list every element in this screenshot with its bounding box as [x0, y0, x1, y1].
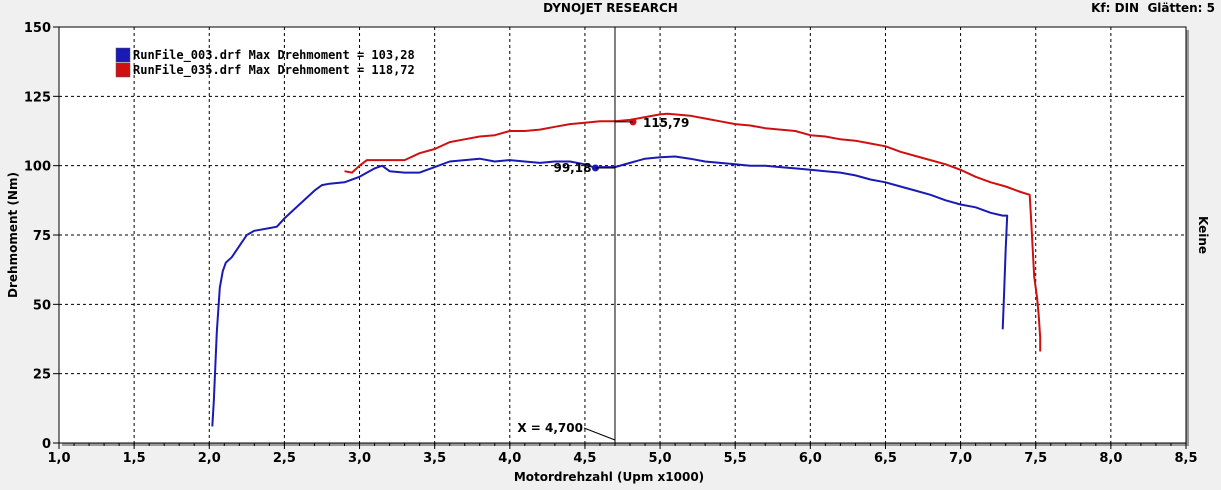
- kf-label: Kf: DIN: [1091, 1, 1140, 15]
- right-axis-label: Keine: [1196, 216, 1210, 254]
- smoothing-label: Glätten: 5: [1147, 1, 1215, 15]
- x-tick-label: 8,5: [1174, 451, 1197, 466]
- legend-swatch-1: [115, 47, 131, 63]
- y-tick-label: 0: [42, 437, 51, 452]
- y-tick-label: 100: [24, 160, 51, 175]
- x-tick-label: 2,0: [198, 451, 221, 466]
- x-tick-label: 4,0: [498, 451, 521, 466]
- x-tick-label: 6,0: [799, 451, 822, 466]
- x-tick-label: 5,5: [724, 451, 747, 466]
- legend-swatch-2: [115, 62, 131, 78]
- x-tick-label: 7,0: [949, 451, 972, 466]
- x-tick-label: 2,5: [273, 451, 296, 466]
- y-axis-title: Drehmoment (Nm): [6, 172, 20, 298]
- x-axis-title: Motordrehzahl (Upm x1000): [514, 470, 704, 484]
- series-line-1: [211, 155, 1009, 427]
- x-tick-label: 8,0: [1099, 451, 1122, 466]
- legend-entry-1: RunFile_003.drf Max Drehmoment = 103,28: [133, 48, 415, 63]
- x-tick-label: 7,5: [1024, 451, 1047, 466]
- marker-value-2: 115,79: [643, 116, 689, 130]
- x-tick-label: 1,0: [47, 451, 70, 466]
- series-line-2: [344, 112, 1042, 352]
- y-tick-label: 125: [24, 90, 51, 105]
- cursor-label-leader: [583, 427, 616, 441]
- x-tick-label: 6,5: [874, 451, 897, 466]
- y-tick-label: 75: [33, 229, 51, 244]
- x-tick-label: 3,0: [348, 451, 371, 466]
- y-tick-label: 150: [24, 21, 51, 36]
- marker-value-1: 99,18: [553, 161, 591, 175]
- legend-entry-2: RunFile_035.drf Max Drehmoment = 118,72: [133, 63, 415, 78]
- cursor-label: X = 4,700: [517, 421, 583, 435]
- y-tick-label: 25: [33, 368, 51, 383]
- chart-title: DYNOJET RESEARCH: [543, 1, 678, 15]
- x-tick-label: 1,5: [123, 451, 146, 466]
- x-tick-label: 4,5: [573, 451, 596, 466]
- x-tick-label: 5,0: [649, 451, 672, 466]
- y-tick-label: 50: [33, 298, 51, 313]
- header-settings: Kf: DIN Glätten: 5: [1091, 1, 1215, 15]
- x-tick-label: 3,5: [423, 451, 446, 466]
